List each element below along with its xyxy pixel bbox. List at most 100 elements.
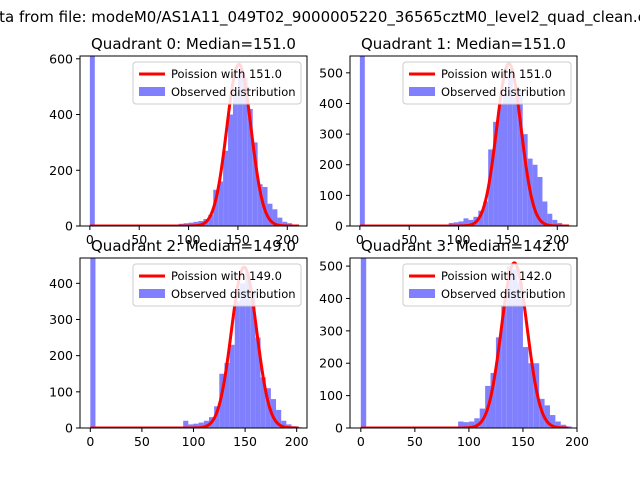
histogram-bar [193, 221, 199, 226]
legend-observed-label: Observed distribution [171, 287, 296, 301]
histogram-bar [267, 203, 273, 226]
subplot-title: Quadrant 0: Median=151.0 [91, 35, 296, 53]
y-tick-label: 100 [319, 388, 343, 403]
y-tick-label: 0 [335, 421, 343, 436]
x-tick-label: 150 [511, 434, 535, 449]
histogram-bar [360, 258, 367, 428]
histogram-bar [270, 399, 277, 428]
y-tick-label: 200 [49, 348, 73, 363]
histogram-bar [229, 344, 235, 428]
histogram-bar [555, 421, 561, 428]
histogram-bar [474, 418, 480, 428]
x-tick-label: 100 [177, 232, 201, 247]
legend-observed-swatch [409, 289, 435, 298]
histogram-bar [282, 221, 288, 226]
legend-observed-swatch [409, 87, 435, 96]
histogram-bar [506, 266, 513, 428]
subplot-0: 0 50 100 150 200 0 200 400 600 Quadrant 0: Median… [49, 35, 308, 247]
legend-poisson-label: Poission with 151.0 [441, 67, 552, 81]
x-tick-label: 150 [496, 232, 520, 247]
histogram-bar [537, 176, 543, 226]
histogram-bar [468, 421, 475, 428]
histogram-bar [517, 282, 523, 428]
legend-box [402, 263, 572, 307]
histogram-bar [532, 164, 538, 226]
x-tick-label: 100 [457, 434, 481, 449]
y-tick-label: 300 [319, 323, 343, 338]
subplot-1: 0 50 100 150 200 0 100 200 300 400 500 Quadrant 1: … [319, 35, 578, 247]
x-tick-label: 50 [134, 434, 150, 449]
histogram-bar [495, 337, 502, 428]
histogram-bar [188, 222, 194, 226]
y-tick-label: 0 [335, 219, 343, 234]
x-tick-label: 100 [182, 434, 206, 449]
histogram-bar [463, 218, 469, 226]
y-tick-label: 400 [49, 276, 73, 291]
histogram-bar [542, 201, 548, 226]
histogram-bar [560, 424, 567, 428]
histogram-bar [276, 409, 282, 428]
histogram-bar [512, 97, 518, 226]
x-tick-label: 0 [356, 232, 364, 247]
histogram-bar [557, 222, 563, 226]
y-tick-label: 200 [319, 157, 343, 172]
histogram-bar [239, 283, 246, 428]
x-tick-label: 150 [233, 434, 257, 449]
legend-poisson-label: Poission with 142.0 [441, 269, 552, 283]
histogram-bar [90, 258, 96, 428]
x-tick-label: 200 [285, 434, 309, 449]
histogram-bar [483, 201, 489, 226]
histogram-bar [252, 142, 258, 226]
y-tick-label: 100 [319, 188, 343, 203]
histogram-bar [488, 149, 494, 226]
axes-frame [349, 55, 578, 227]
histogram-bar [245, 272, 251, 428]
legend-box [132, 61, 302, 105]
y-tick-label: 200 [319, 356, 343, 371]
histogram-bar [255, 337, 261, 428]
histogram-bar [453, 222, 459, 226]
y-tick-label: 400 [319, 291, 343, 306]
histogram-bar [528, 363, 534, 428]
y-tick-label: 300 [319, 127, 343, 142]
histogram-bar [198, 422, 204, 428]
y-tick-label: 0 [65, 421, 73, 436]
subplot-title: Quadrant 2: Median=149.0 [91, 237, 296, 255]
histogram-bar [507, 72, 513, 226]
x-tick-label: 0 [86, 434, 94, 449]
histogram-bar [272, 209, 278, 226]
legend-box [132, 263, 302, 307]
legend-observed-label: Observed distribution [171, 85, 296, 99]
x-tick-label: 200 [565, 434, 589, 449]
histogram-bar [213, 189, 219, 226]
histogram-bar [234, 301, 240, 428]
histogram-bar [214, 406, 220, 428]
histogram-bar [228, 114, 233, 226]
legend-poisson-label: Poission with 151.0 [171, 67, 282, 81]
histogram-bar [458, 421, 464, 428]
histogram-bar [260, 377, 266, 428]
legend-box [402, 61, 572, 105]
histogram-bar [522, 134, 528, 226]
y-tick-label: 600 [49, 51, 73, 66]
histogram-bar [512, 269, 518, 428]
histogram-bar [242, 78, 248, 226]
histogram-bar [552, 219, 558, 226]
histogram-bar [257, 184, 263, 226]
subplot-title: Quadrant 1: Median=151.0 [361, 35, 566, 53]
histogram-bar [188, 424, 194, 428]
histogram-bar [232, 92, 238, 226]
histogram-bar [89, 56, 95, 226]
x-tick-label: 100 [447, 232, 471, 247]
histogram-bar [517, 91, 523, 226]
histogram-bar [458, 221, 464, 226]
histogram-bar [237, 69, 243, 226]
legend-observed-swatch [139, 289, 165, 298]
histogram-bar [281, 420, 287, 428]
histogram-bar [193, 423, 199, 428]
histogram-bar [208, 214, 214, 226]
y-tick-label: 0 [65, 219, 73, 234]
histogram-bar [203, 420, 209, 428]
histogram-bar [493, 121, 499, 226]
x-tick-label: 0 [86, 232, 94, 247]
